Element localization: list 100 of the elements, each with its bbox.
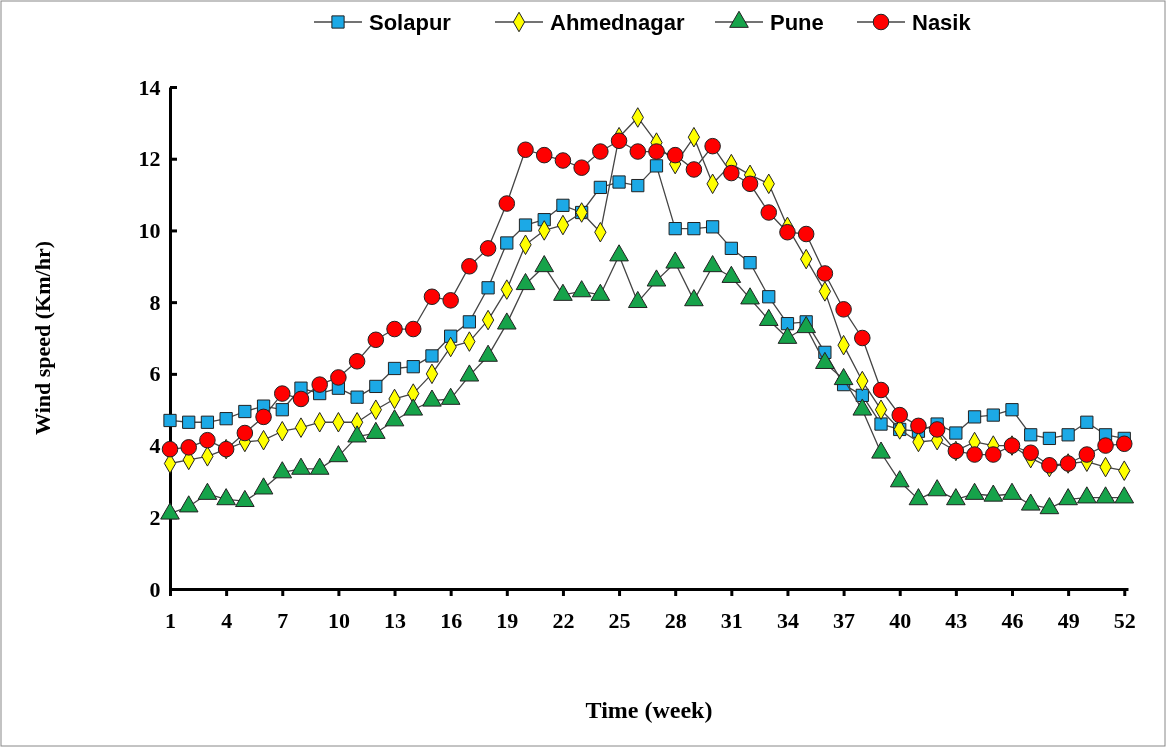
point [685, 161, 703, 178]
x-tick-label: 13 [384, 607, 407, 633]
y-tick-label: 0 [149, 576, 161, 602]
point [928, 421, 946, 438]
point [369, 379, 383, 394]
point [779, 223, 796, 241]
point [874, 417, 888, 431]
point [498, 195, 516, 212]
point [500, 236, 514, 250]
point [872, 381, 890, 399]
legend-label: Ahmednagar [550, 9, 685, 35]
x-tick-label: 16 [440, 607, 463, 633]
x-tick-label: 46 [1001, 607, 1024, 633]
y-tick-label: 2 [149, 504, 161, 530]
point [163, 413, 177, 428]
x-tick-label: 25 [608, 607, 631, 633]
point [780, 317, 795, 331]
point [481, 281, 495, 295]
point [442, 292, 459, 309]
point [612, 175, 626, 189]
point [367, 331, 385, 349]
point [985, 446, 1002, 463]
point [554, 152, 572, 169]
x-tick-label: 37 [833, 607, 856, 633]
point [182, 415, 196, 429]
point [219, 412, 233, 426]
point [518, 218, 533, 232]
point [835, 301, 852, 318]
point [462, 315, 476, 329]
x-tick-label: 34 [776, 607, 799, 633]
point [724, 241, 738, 255]
point [891, 406, 908, 424]
point [723, 164, 740, 182]
y-tick-label: 12 [138, 146, 161, 172]
y-tick-label: 6 [149, 361, 161, 387]
point [461, 258, 478, 275]
x-tick-label: 10 [327, 607, 350, 633]
point [425, 349, 439, 363]
x-tick-label: 28 [664, 607, 687, 633]
point [705, 220, 720, 234]
point [1024, 428, 1038, 442]
point [610, 132, 628, 150]
point [910, 417, 927, 435]
point [573, 159, 590, 176]
y-tick-label: 14 [138, 74, 161, 100]
x-tick-label: 43 [945, 607, 968, 633]
point [406, 360, 420, 374]
point [649, 159, 664, 173]
x-tick-label: 4 [221, 607, 233, 633]
point [631, 178, 645, 193]
point [386, 320, 403, 338]
point [199, 431, 216, 449]
x-tick-label: 19 [496, 607, 519, 633]
point [1061, 428, 1075, 442]
x-tick-label: 22 [552, 607, 575, 633]
point [648, 143, 665, 160]
point [967, 410, 982, 424]
point [687, 222, 701, 236]
legend-label: Nasik [912, 9, 972, 35]
point [1078, 446, 1096, 463]
point [762, 290, 776, 304]
point [949, 426, 963, 440]
point [741, 175, 759, 193]
x-tick-label: 1 [165, 607, 176, 633]
point [668, 222, 682, 236]
legend-label: Pune [770, 9, 824, 35]
x-tick-label: 49 [1057, 607, 1080, 633]
point [200, 415, 215, 429]
point [535, 146, 553, 164]
y-tick-label: 8 [149, 289, 161, 315]
point [854, 329, 871, 347]
point [966, 446, 983, 463]
point [238, 404, 252, 419]
x-axis-title: Time (week) [585, 697, 713, 723]
y-tick-label: 10 [138, 217, 161, 243]
x-tick-label: 40 [889, 607, 912, 633]
point [1041, 457, 1058, 474]
point [629, 143, 647, 160]
point [1042, 431, 1057, 446]
point [704, 137, 721, 155]
point [666, 146, 684, 164]
point [161, 440, 179, 458]
point [311, 376, 328, 393]
point [517, 141, 534, 159]
point [743, 256, 757, 270]
point [1080, 415, 1094, 429]
point [1097, 437, 1114, 454]
point [797, 225, 815, 243]
point [348, 353, 366, 370]
point [180, 439, 197, 456]
point [556, 198, 570, 212]
x-tick-label: 31 [720, 607, 743, 633]
point [273, 385, 291, 402]
x-tick-label: 7 [277, 607, 289, 633]
point [255, 408, 272, 426]
y-tick-label: 4 [149, 433, 161, 459]
point [387, 361, 402, 376]
point [986, 408, 1000, 422]
point [423, 288, 441, 306]
point [816, 265, 834, 282]
